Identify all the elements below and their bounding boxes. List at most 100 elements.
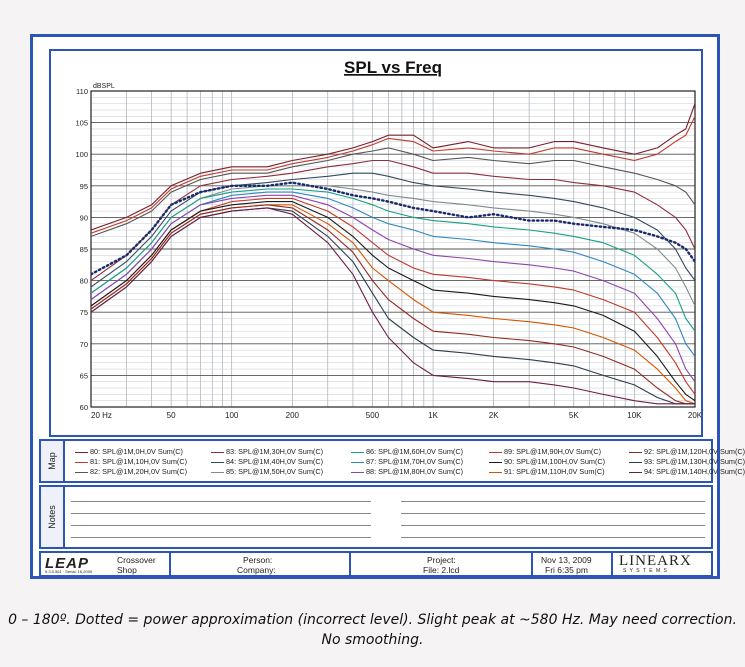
series-line-0 — [91, 103, 695, 231]
series-line-10 — [91, 201, 695, 402]
note-rule — [71, 513, 371, 514]
x-tick-label: 20K — [688, 411, 701, 420]
legend-item: 87: SPL@1M,70H,0V Sum(C) — [351, 457, 463, 466]
legend-item: 90: SPL@1M,100H,0V Sum(C) — [489, 457, 605, 466]
legend-swatch — [629, 471, 642, 473]
legend-label: 90: SPL@1M,100H,0V Sum(C) — [504, 457, 606, 466]
legend-swatch — [75, 471, 88, 473]
y-tick-label: 75 — [80, 308, 88, 317]
legend-item: 83: SPL@1M,30H,0V Sum(C) — [211, 447, 323, 456]
legend-item: 91: SPL@1M,110H,0V Sum(C) — [489, 467, 605, 476]
y-tick-label: 110 — [76, 87, 88, 96]
x-tick-label: 100 — [225, 411, 239, 420]
legend-label: 92: SPL@1M,120H,0V Sum(C) — [644, 447, 745, 456]
y-tick-label: 90 — [80, 213, 88, 222]
y-tick-label: 80 — [80, 277, 88, 286]
x-tick-label: 50 — [167, 411, 176, 420]
y-tick-label: 105 — [75, 119, 88, 128]
file-label: File: 2.lcd — [423, 565, 460, 575]
legend-swatch — [75, 451, 88, 453]
legend-swatch — [629, 461, 642, 463]
leap-version: 5.3.5.561 · Serial: 16,2009 — [45, 569, 93, 574]
caption-line-2: No smoothing. — [321, 632, 424, 648]
legend-item: 85: SPL@1M,50H,0V Sum(C) — [211, 467, 323, 476]
legend-map-panel: Map 80: SPL@1M,0H,0V Sum(C) 81: SPL@1M,10… — [39, 439, 745, 483]
legend-item: 94: SPL@1M,140H,0V Sum(C) — [629, 467, 745, 476]
y-tick-label: 60 — [80, 403, 88, 412]
y-tick-label: 65 — [80, 371, 88, 380]
spl-report-sheet: SPL vs Freq dBSPL 60 65 70 75 80 85 90 95 100 105 11… — [30, 34, 745, 579]
series-line-3 — [91, 159, 695, 282]
note-rule — [71, 525, 371, 526]
time-label: Fri 6:35 pm — [545, 565, 588, 575]
logo-cell: LEAP 5.3.5.561 · Serial: 16,2009 Crossov… — [41, 553, 171, 575]
legend-swatch — [351, 451, 364, 453]
linearx-sub: S Y S T E M S — [623, 568, 668, 574]
legend-label: 94: SPL@1M,140H,0V Sum(C) — [644, 467, 745, 476]
legend-item: 81: SPL@1M,10H,0V Sum(C) — [75, 457, 187, 466]
x-tick-label: 5K — [569, 411, 579, 420]
series-line-14 — [91, 207, 695, 405]
chart-title: SPL vs Freq — [344, 58, 442, 77]
date-label: Nov 13, 2009 — [541, 555, 592, 565]
legend-swatch — [489, 471, 502, 473]
brand-cell: LINEARX S Y S T E M S — [613, 553, 711, 575]
leap-logo: LEAP — [45, 555, 90, 572]
legend-swatch — [211, 451, 224, 453]
series-line-2 — [91, 147, 695, 237]
legend-label: 82: SPL@1M,20H,0V Sum(C) — [90, 467, 188, 476]
crossover-label: Crossover — [117, 555, 156, 565]
title-block: LEAP 5.3.5.561 · Serial: 16,2009 Crossov… — [39, 551, 713, 577]
note-rule — [71, 501, 371, 502]
legend-label: 80: SPL@1M,0H,0V Sum(C) — [90, 447, 183, 456]
person-label: Person: — [243, 555, 273, 565]
legend-item: 88: SPL@1M,80H,0V Sum(C) — [351, 467, 463, 476]
legend-swatch — [351, 471, 364, 473]
legend-label: 87: SPL@1M,70H,0V Sum(C) — [366, 457, 464, 466]
legend-item: 92: SPL@1M,120H,0V Sum(C) — [629, 447, 745, 456]
note-rule — [401, 525, 705, 526]
legend-swatch — [351, 461, 364, 463]
notes-tab-label: Notes — [47, 505, 57, 529]
series-line-6 — [91, 188, 695, 332]
note-rule — [401, 501, 705, 502]
series-line-1 — [91, 116, 695, 234]
legend-item: 86: SPL@1M,60H,0V Sum(C) — [351, 447, 463, 456]
legend-item: 89: SPL@1M,90H,0V Sum(C) — [489, 447, 601, 456]
map-tab: Map — [41, 441, 65, 481]
spl-chart: SPL vs Freq dBSPL 60 65 70 75 80 85 90 95 100 105 11… — [75, 58, 701, 420]
legend-swatch — [489, 461, 502, 463]
x-tick-label: 10K — [627, 411, 642, 420]
x-tick-label: 20 Hz — [91, 411, 112, 420]
series-line-11 — [91, 204, 695, 405]
legend-swatch — [489, 451, 502, 453]
power-approximation-line — [91, 181, 695, 276]
caption-line-1: 0 – 180º. Dotted = power approximation (… — [8, 612, 737, 628]
shop-label: Shop — [117, 565, 137, 575]
legend-label: 83: SPL@1M,30H,0V Sum(C) — [226, 447, 324, 456]
legend-item: 93: SPL@1M,130H,0V Sum(C) — [629, 457, 745, 466]
map-tab-label: Map — [47, 452, 57, 470]
legend-label: 85: SPL@1M,50H,0V Sum(C) — [226, 467, 324, 476]
legend-swatch — [211, 461, 224, 463]
legend-label: 91: SPL@1M,110H,0V Sum(C) — [504, 467, 605, 476]
note-rule — [71, 537, 371, 538]
y-tick-label: 95 — [80, 182, 88, 191]
person-cell: Person: Company: — [171, 553, 351, 575]
y-tick-label: 70 — [80, 340, 88, 349]
legend-label: 81: SPL@1M,10H,0V Sum(C) — [90, 457, 188, 466]
legend-swatch — [75, 461, 88, 463]
legend-label: 86: SPL@1M,60H,0V Sum(C) — [366, 447, 464, 456]
company-label: Company: — [237, 565, 276, 575]
series-line-8 — [91, 194, 695, 383]
legend-swatch — [211, 471, 224, 473]
legend-item: 84: SPL@1M,40H,0V Sum(C) — [211, 457, 323, 466]
x-tick-label: 200 — [286, 411, 300, 420]
plot-frame: SPL vs Freq dBSPL 60 65 70 75 80 85 90 95 100 105 11… — [49, 49, 703, 437]
x-tick-label: 500 — [366, 411, 380, 420]
x-tick-label: 2K — [489, 411, 499, 420]
legend-label: 89: SPL@1M,90H,0V Sum(C) — [504, 447, 602, 456]
notes-tab: Notes — [41, 487, 65, 547]
legend-swatch — [629, 451, 642, 453]
project-cell: Project: File: 2.lcd — [351, 553, 533, 575]
